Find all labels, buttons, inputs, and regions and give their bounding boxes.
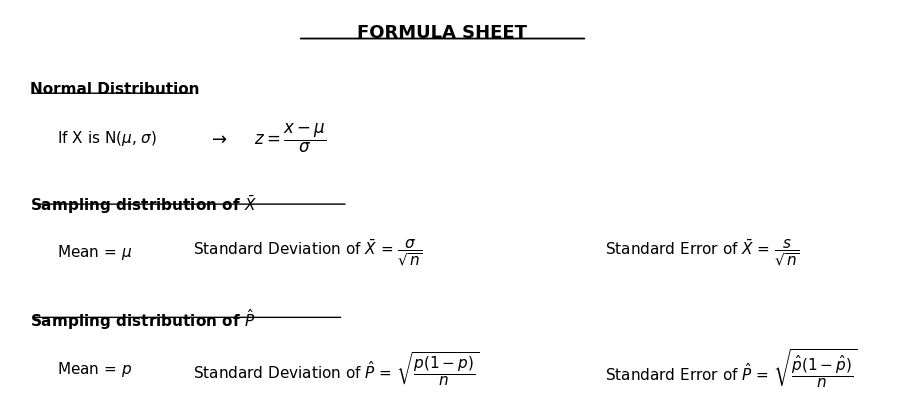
- Text: $\rightarrow$: $\rightarrow$: [207, 130, 228, 148]
- Text: Mean = $\mu$: Mean = $\mu$: [57, 243, 132, 262]
- Text: $z = \dfrac{x-\mu}{\sigma}$: $z = \dfrac{x-\mu}{\sigma}$: [254, 122, 326, 156]
- Text: Standard Deviation of $\hat{P}$ = $\sqrt{\dfrac{p(1-p)}{n}}$: Standard Deviation of $\hat{P}$ = $\sqrt…: [193, 350, 479, 388]
- Text: Sampling distribution of $\hat{P}$: Sampling distribution of $\hat{P}$: [30, 307, 256, 332]
- Text: Standard Deviation of $\bar{X}$ = $\dfrac{\sigma}{\sqrt{n}}$: Standard Deviation of $\bar{X}$ = $\dfra…: [193, 237, 422, 268]
- Text: Mean = $p$: Mean = $p$: [57, 360, 132, 379]
- Text: Sampling distribution of $\bar{X}$: Sampling distribution of $\bar{X}$: [30, 194, 258, 216]
- Text: FORMULA SHEET: FORMULA SHEET: [357, 24, 527, 42]
- Text: If X is N($\mu$, $\sigma$): If X is N($\mu$, $\sigma$): [57, 129, 157, 148]
- Text: Normal Distribution: Normal Distribution: [30, 82, 200, 97]
- Text: Standard Error of $\bar{X}$ = $\dfrac{s}{\sqrt{n}}$: Standard Error of $\bar{X}$ = $\dfrac{s}…: [605, 237, 800, 268]
- Text: Standard Error of $\hat{P}$ = $\sqrt{\dfrac{\hat{p}(1-\hat{p})}{n}}$: Standard Error of $\hat{P}$ = $\sqrt{\df…: [605, 348, 856, 390]
